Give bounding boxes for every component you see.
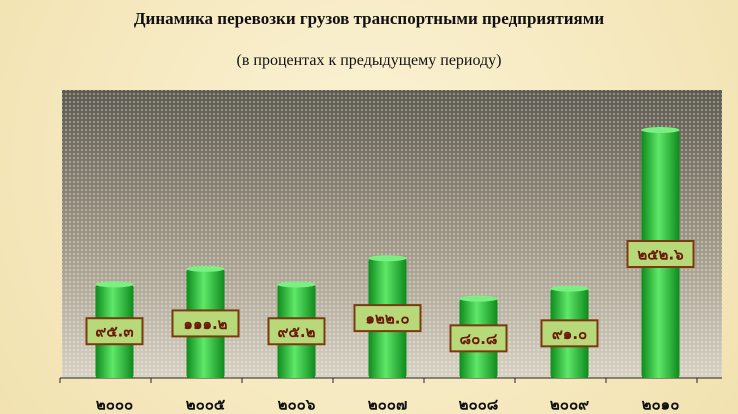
- bar-top: [641, 127, 680, 133]
- data-label: ๒๕๒.๖: [637, 246, 684, 264]
- data-label: ๙๑.๐: [552, 325, 587, 343]
- data-label-box: [449, 324, 508, 353]
- x-tick-label: ๒๐๐๐: [96, 396, 133, 414]
- data-label: ๙๕.๒: [278, 323, 316, 341]
- bar-top: [459, 295, 498, 302]
- data-label: ๑๒๒.๐: [365, 310, 409, 328]
- bar-top: [95, 281, 134, 288]
- x-tick-label: ๒๐๐๘: [459, 396, 499, 414]
- data-label-box: [540, 319, 599, 348]
- x-tick-label: ๒๐๐๗: [368, 396, 407, 414]
- bar-top: [550, 285, 589, 292]
- data-label-box: [171, 309, 240, 338]
- data-label-box: [353, 304, 422, 333]
- data-label: ๘๐.๘: [460, 330, 498, 348]
- x-tick-label: ๒๐๐๕: [186, 396, 226, 414]
- x-tick-label: ๒๐๐๖: [278, 396, 316, 414]
- data-label-box: [626, 240, 695, 268]
- data-label: ๑๑๑.๒: [183, 315, 227, 333]
- x-tick-label: ๒๐๑๐: [642, 396, 680, 414]
- data-label-box: [85, 317, 144, 346]
- bar-top: [277, 281, 316, 288]
- x-tick-label: ๒๐๐๙: [550, 396, 589, 414]
- data-label: ๙๕.๓: [95, 323, 133, 341]
- chart-subtitle: (в процентах к предыдущему периоду): [236, 52, 502, 69]
- bar-top: [368, 255, 407, 262]
- chart-title: Динамика перевозки грузов транспортными …: [133, 9, 605, 28]
- bar-top: [186, 265, 225, 272]
- data-label-box: [267, 317, 326, 346]
